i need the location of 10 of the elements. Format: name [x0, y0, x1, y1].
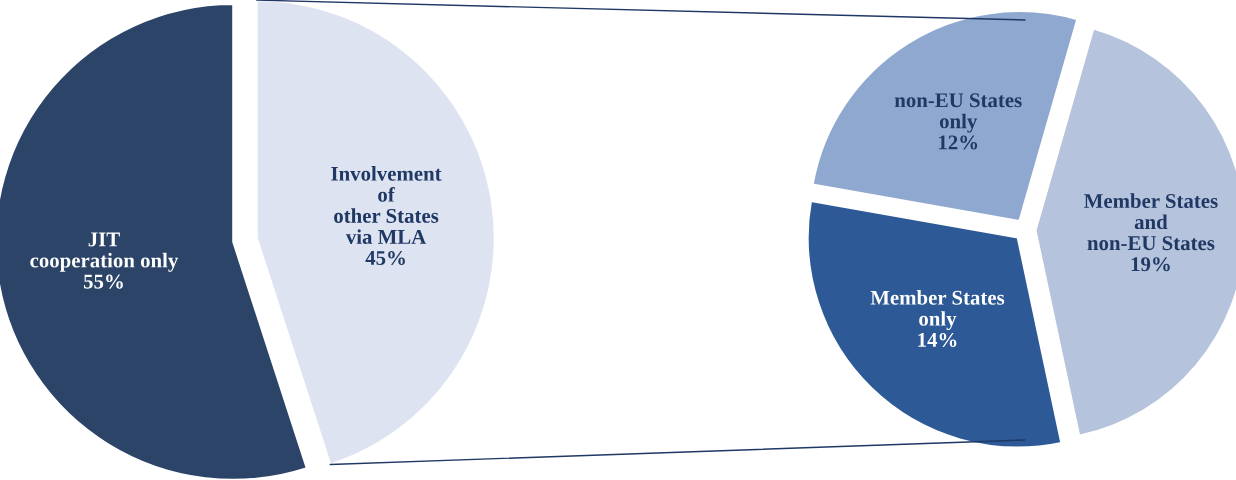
data-label: 45% [365, 250, 405, 266]
slice-label: Member States only [870, 290, 1005, 331]
data-label: 19% [1131, 257, 1170, 272]
data-label: 55% [83, 274, 123, 289]
slice-label: non-EU States only [894, 93, 1022, 133]
slice-label: JIT cooperation only [30, 232, 179, 272]
data-label: 14% [918, 332, 957, 348]
slice-label: Member States and non-EU States [1084, 193, 1218, 251]
slice-label: Involvement of other States via MLA [331, 166, 442, 244]
data-label: 12% [939, 135, 978, 150]
